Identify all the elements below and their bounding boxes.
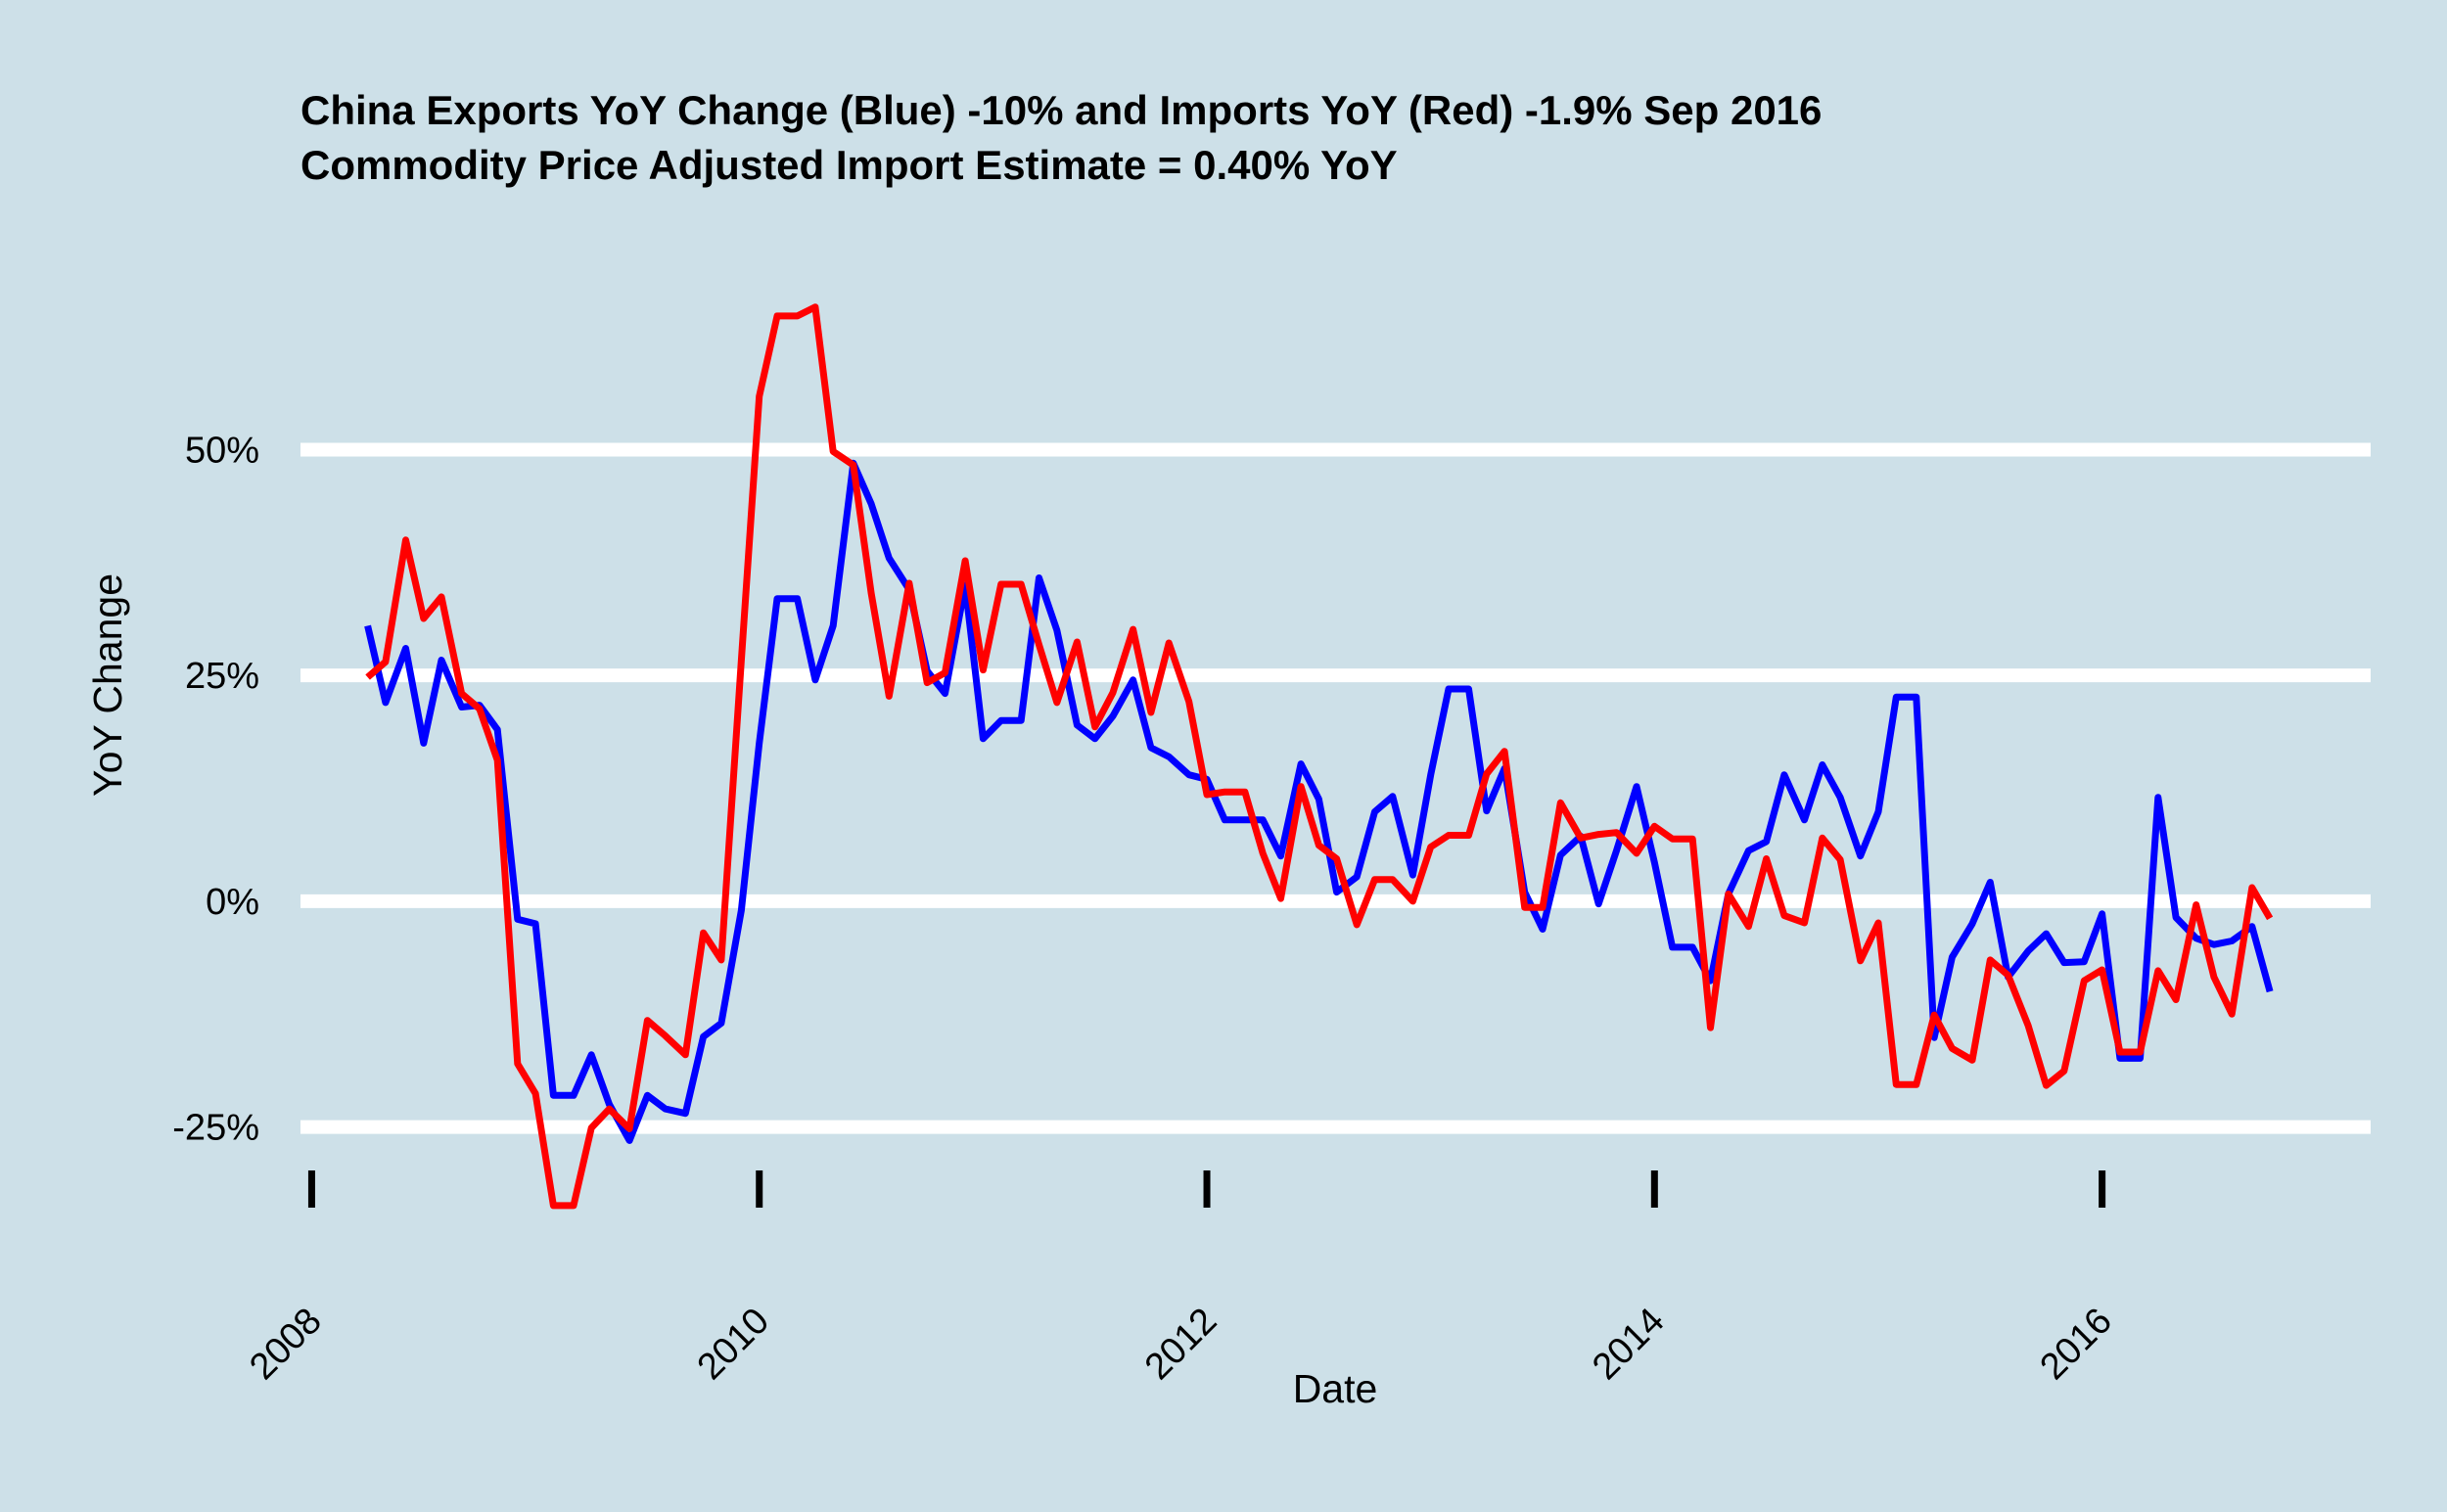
x-tick-label: 2014 (1585, 1301, 1672, 1388)
x-axis-label: Date (1293, 1366, 1378, 1411)
chart-subtitle: Commodity Price Adjusted Import Estimate… (300, 142, 1398, 188)
data-series (364, 303, 2274, 1210)
x-tick-label: 2012 (1137, 1301, 1224, 1388)
y-tick-label: 25% (185, 656, 259, 697)
chart-title-group: China Exports YoY Change (Blue) -10% and… (300, 87, 1822, 188)
series-line-exports (364, 459, 2274, 1144)
x-tick-label: 2016 (2033, 1301, 2120, 1388)
x-axis-ticks: 2008 2010 2012 2014 2016 (242, 1170, 2120, 1388)
y-tick-label: 50% (185, 430, 259, 471)
chart-title: China Exports YoY Change (Blue) -10% and… (300, 87, 1822, 133)
y-tick-label: 0% (206, 882, 259, 923)
y-axis-label: YoY Change (85, 573, 130, 797)
y-tick-label: -25% (172, 1108, 259, 1149)
y-axis-tick-labels: 50% 25% 0% -25% (172, 430, 259, 1148)
x-tick-label: 2010 (690, 1301, 777, 1388)
series-line-imports (365, 303, 2274, 1210)
gridlines (300, 442, 2371, 1134)
x-tick-label: 2008 (242, 1301, 329, 1388)
